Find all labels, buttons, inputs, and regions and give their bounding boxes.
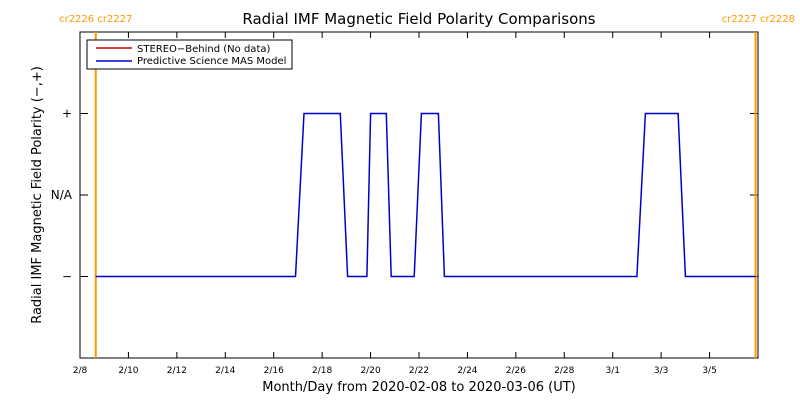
chart-title: Radial IMF Magnetic Field Polarity Compa… bbox=[242, 10, 595, 28]
series-line-1 bbox=[95, 112, 756, 278]
x-tick-label: 2/12 bbox=[167, 366, 187, 376]
x-tick-label: 2/28 bbox=[554, 366, 574, 376]
carrington-rotation-label: cr2227 cr2228 bbox=[722, 14, 795, 25]
carrington-rotation-label: cr2226 cr2227 bbox=[59, 14, 132, 25]
y-tick-label: + bbox=[62, 107, 72, 121]
data-series bbox=[95, 112, 756, 278]
y-axis-label: Radial IMF Magnetic Field Polarity (−,+) bbox=[30, 66, 45, 324]
legend: STEREO−Behind (No data) Predictive Scien… bbox=[86, 39, 293, 70]
x-tick-label: 2/22 bbox=[409, 366, 429, 376]
legend-label-model: Predictive Science MAS Model bbox=[137, 56, 286, 67]
plot-frame bbox=[79, 31, 759, 359]
x-tick-label: 3/1 bbox=[605, 366, 619, 376]
x-tick-label: 2/20 bbox=[360, 366, 380, 376]
x-tick-label: 2/18 bbox=[312, 366, 332, 376]
x-tick-label: 2/14 bbox=[215, 366, 235, 376]
carrington-markers: cr2226 cr2227 cr2227 cr2228 bbox=[59, 14, 795, 358]
x-tick-label: 2/24 bbox=[457, 366, 477, 376]
x-tick-label: 2/8 bbox=[73, 366, 88, 376]
x-tick-label: 2/16 bbox=[264, 366, 284, 376]
x-tick-label: 3/3 bbox=[654, 366, 668, 376]
x-tick-label: 2/26 bbox=[506, 366, 526, 376]
x-tick-label: 2/10 bbox=[118, 366, 138, 376]
legend-box bbox=[86, 39, 293, 70]
y-tick-label: − bbox=[62, 270, 72, 284]
x-tick-label: 3/5 bbox=[702, 366, 716, 376]
legend-label-stereo: STEREO−Behind (No data) bbox=[137, 44, 270, 55]
y-tick-label: N/A bbox=[51, 188, 73, 202]
axis-ticks: 2/8 2/10 2/12 2/14 2/16 2/18 2/20 2/22 2/24 2/26 2… bbox=[51, 32, 758, 376]
x-axis-label: Month/Day from 2020-02-08 to 2020-03-06 … bbox=[262, 380, 575, 395]
